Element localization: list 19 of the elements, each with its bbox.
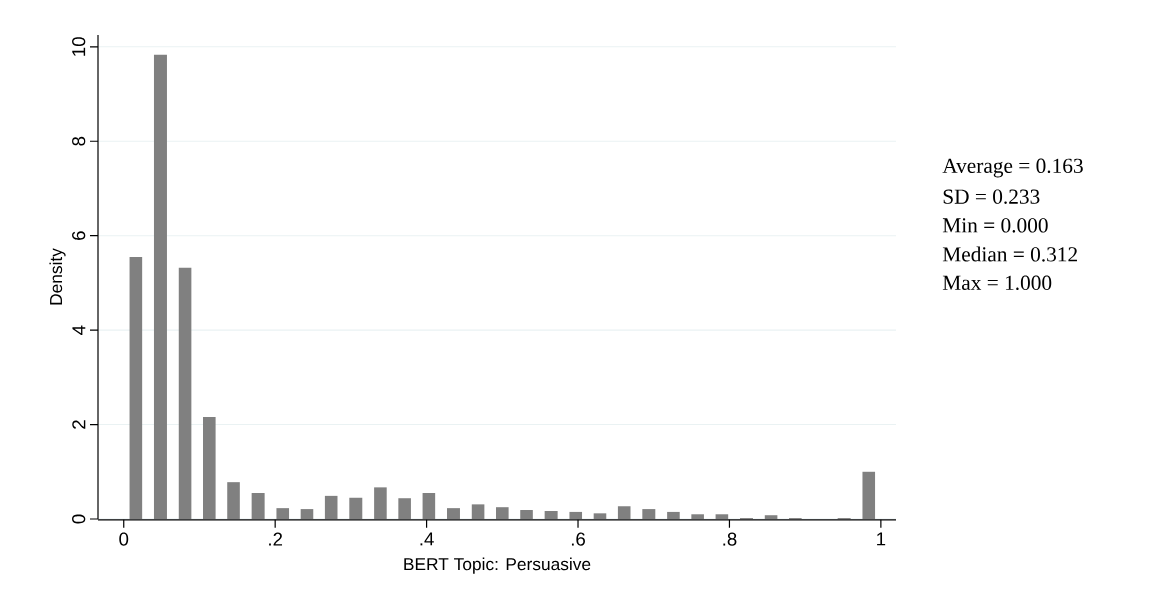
y-tick-label: 4 bbox=[72, 325, 86, 335]
y-tick-label: 10 bbox=[72, 37, 86, 56]
y-axis-title: Density bbox=[49, 248, 66, 305]
text: SD = 0.233 bbox=[943, 189, 1040, 204]
x-tick-label: .6 bbox=[571, 532, 585, 546]
y-tick-label: 8 bbox=[72, 136, 86, 146]
text: Average = 0.163 bbox=[942, 158, 1083, 178]
text: Max = 1.000 bbox=[942, 275, 1052, 291]
x-tick-label: .8 bbox=[723, 532, 737, 546]
y-tick-label: 0 bbox=[72, 514, 86, 524]
text: Median = 0.312 bbox=[942, 246, 1077, 262]
x-tick-label: .4 bbox=[420, 532, 434, 546]
x-tick-label: 1 bbox=[877, 532, 886, 546]
x-tick-label: 0 bbox=[119, 532, 129, 546]
y-tick-label: 6 bbox=[72, 231, 86, 240]
text: Min = 0.000 bbox=[942, 218, 1048, 233]
x-axis-title: BERT Topic: Persuasive bbox=[404, 557, 591, 574]
y-tick-label: 2 bbox=[72, 420, 86, 429]
x-tick-label: .2 bbox=[269, 532, 283, 546]
